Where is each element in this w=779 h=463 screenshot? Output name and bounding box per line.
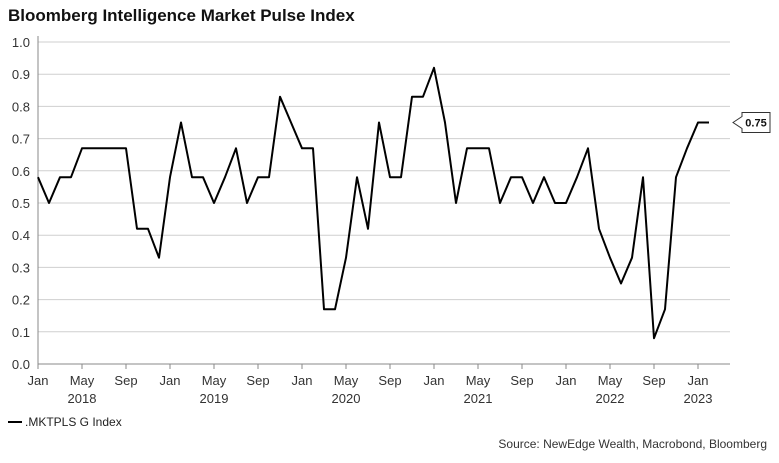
x-year-label: 2023 [684,391,713,406]
legend-label: .MKTPLS G Index [25,415,122,429]
x-tick-label: May [202,373,227,388]
tick-labels: 0.0 0.1 0.2 0.3 0.4 0.5 0.6 0.7 0.8 0.9 1.0 Jan May S… [12,35,713,406]
x-tick-label: Jan [28,373,49,388]
y-tick-label: 1.0 [12,35,30,50]
x-tick-label: Sep [642,373,665,388]
y-tick-label: 0.8 [12,99,30,114]
x-tick-label: Jan [688,373,709,388]
y-tick-label: 0.6 [12,164,30,179]
last-value-label: 0.75 [745,118,766,130]
axes [37,36,730,369]
x-tick-label: May [70,373,95,388]
y-tick-label: 0.0 [12,357,30,372]
series-line [37,66,709,340]
legend: .MKTPLS G Index [8,415,122,429]
x-tick-label: Sep [114,373,137,388]
x-tick-label: May [598,373,623,388]
y-tick-label: 0.3 [12,260,30,275]
y-tick-label: 0.4 [12,228,30,243]
x-tick-label: May [466,373,491,388]
y-tick-label: 0.2 [12,293,30,308]
x-tick-label: Jan [292,373,313,388]
x-year-label: 2019 [200,391,229,406]
gridlines [38,41,730,333]
x-tick-label: Sep [510,373,533,388]
y-tick-label: 0.7 [12,132,30,147]
x-tick-label: May [334,373,359,388]
annotations: 0.75 [732,112,771,133]
x-year-label: 2021 [464,391,493,406]
x-year-label: 2022 [596,391,625,406]
last-value-callout [732,112,771,133]
chart-title: Bloomberg Intelligence Market Pulse Inde… [8,6,355,25]
x-tick-label: Sep [378,373,401,388]
y-tick-label: 0.9 [12,67,30,82]
x-year-label: 2020 [332,391,361,406]
x-year-label: 2018 [68,391,97,406]
x-tick-label: Sep [246,373,269,388]
x-tick-label: Jan [556,373,577,388]
source-note: Source: NewEdge Wealth, Macrobond, Bloom… [498,437,767,451]
x-tick-label: Jan [160,373,181,388]
legend-swatch [8,421,22,423]
series-layer [37,66,709,340]
y-tick-label: 0.5 [12,196,30,211]
y-tick-label: 0.1 [12,325,30,340]
x-tick-label: Jan [424,373,445,388]
